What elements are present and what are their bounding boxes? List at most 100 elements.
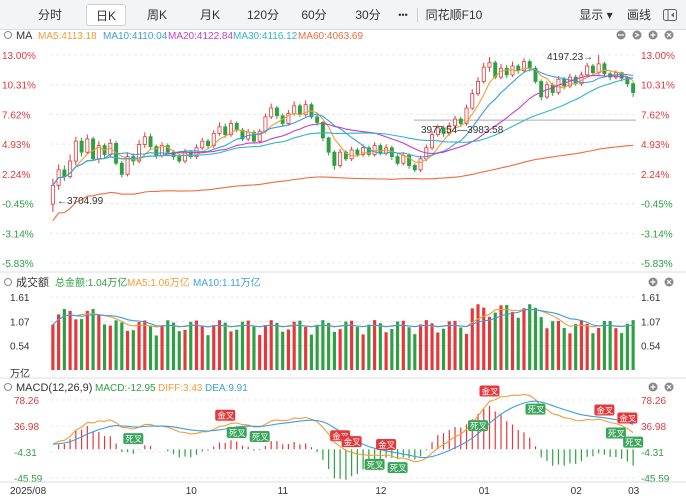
- signal-tag-label: 死叉: [470, 421, 488, 431]
- signal-tag-label: 死叉: [625, 438, 643, 448]
- volume-bar: [85, 310, 89, 370]
- ma10-line: [52, 69, 634, 186]
- candle: [407, 155, 412, 166]
- panel-settings-icon[interactable]: [616, 30, 626, 40]
- candle: [315, 116, 320, 123]
- xtick-label: 02: [571, 486, 583, 497]
- volume-bar: [269, 320, 273, 370]
- ma60-line: [52, 144, 634, 222]
- period-tab-30min[interactable]: 30分: [355, 8, 381, 22]
- period-tab-weekly[interactable]: 周K: [146, 8, 167, 22]
- ytick-label-left: -0.45%: [2, 200, 34, 211]
- candle: [85, 138, 90, 153]
- panel-settings-icon[interactable]: [648, 277, 658, 287]
- volume-bar: [160, 325, 164, 370]
- candle: [303, 104, 308, 116]
- signal-tag: [364, 458, 385, 470]
- candle: [73, 140, 78, 162]
- volume-bar: [545, 328, 549, 370]
- volume-bar: [441, 328, 446, 370]
- signal-tag-label: 金叉: [332, 431, 350, 441]
- volume-bar: [344, 321, 348, 370]
- candle: [441, 127, 446, 134]
- volume-bar: [551, 321, 555, 370]
- f10-button[interactable]: 同花顺F10: [425, 8, 483, 22]
- volume-bar: [493, 312, 497, 370]
- candle: [269, 107, 274, 118]
- volume-bar: [114, 320, 118, 370]
- panel-options-icon[interactable]: [648, 30, 658, 40]
- volume-bar: [68, 310, 72, 370]
- volume-bar: [246, 320, 250, 370]
- volume-bar: [574, 323, 578, 370]
- candle: [343, 151, 348, 160]
- volume-bar: [505, 305, 509, 370]
- volume-ma10-line: [52, 308, 634, 328]
- more-periods-button[interactable]: •••: [398, 10, 408, 20]
- signal-tag-label: 金叉: [217, 411, 235, 421]
- candle: [355, 149, 360, 155]
- period-tab-120min[interactable]: 120分: [246, 8, 280, 22]
- volume-bar: [212, 325, 216, 370]
- period-tab-daily[interactable]: 日K: [86, 4, 126, 26]
- volume-bar: [229, 331, 233, 370]
- candle: [527, 61, 532, 69]
- panel-settings-icon[interactable]: [648, 382, 658, 392]
- candle: [516, 65, 521, 71]
- ytick-label-left: -4.31: [14, 448, 37, 459]
- volume-bar: [154, 335, 158, 370]
- panel-close-icon[interactable]: [664, 30, 674, 40]
- ytick-label-right: 1.61: [641, 293, 661, 304]
- candle: [188, 151, 193, 158]
- volume-bar: [413, 334, 417, 370]
- draw-line-button[interactable]: 画线: [626, 8, 651, 22]
- ytick-label-right: -45.59: [641, 474, 670, 485]
- candle: [286, 113, 291, 124]
- period-toolbar: 分时 日K 周K 月K 120分 60分 30分 ••• 同花顺F10 显示 ▾…: [0, 0, 686, 30]
- panel-settings-icon[interactable]: [632, 30, 642, 40]
- volume-bar: [395, 321, 400, 370]
- volume-bar: [286, 329, 291, 370]
- volume-bar: [378, 323, 382, 370]
- volume-panel-title: 成交额: [16, 275, 49, 289]
- period-tab-60min[interactable]: 60分: [301, 8, 327, 22]
- candle: [361, 147, 366, 155]
- volume-bar: [608, 321, 612, 370]
- volume-bar: [487, 316, 492, 370]
- volume-bar: [223, 322, 227, 370]
- panel-close-icon[interactable]: [664, 382, 674, 392]
- candle: [148, 136, 153, 148]
- signal-tag: [387, 462, 408, 474]
- ytick-label-right: 36.98: [641, 422, 666, 433]
- candle: [217, 126, 222, 134]
- volume-bar: [148, 326, 153, 370]
- candle: [418, 158, 423, 171]
- volume-bar: [424, 320, 428, 370]
- volume-bar: [355, 327, 359, 370]
- ma30-legend: MA30:4116.12: [233, 31, 298, 42]
- period-tab-monthly[interactable]: 月K: [199, 8, 220, 22]
- candle: [223, 126, 228, 135]
- xtick-label: 10: [186, 486, 198, 497]
- panel-close-icon[interactable]: [664, 277, 674, 287]
- signal-tag: [623, 436, 644, 448]
- volume-bar: [499, 305, 503, 370]
- period-tab-timeshare[interactable]: 分时: [37, 8, 62, 22]
- ytick-label-right: 0.54: [641, 342, 661, 353]
- price-yaxis: 13.00% 13.00% 10.31% 10.31% 7.62% 7.62% 4.93% 4…: [2, 51, 675, 270]
- volume-bar: [533, 307, 538, 370]
- signal-tag: [617, 412, 638, 424]
- volume-bar: [516, 317, 520, 370]
- collapse-icon[interactable]: [662, 7, 678, 23]
- ytick-label-left: 4.93%: [2, 140, 30, 151]
- volume-bar: [562, 327, 566, 370]
- volume-bar: [252, 326, 256, 370]
- volume-bar: [602, 321, 606, 370]
- volume-bar: [183, 329, 187, 370]
- price-annotations: 4197.23→ 3977.54—3983.58 ←3704.99: [57, 52, 593, 207]
- candle: [412, 165, 417, 171]
- candle: [539, 81, 544, 98]
- display-menu-button[interactable]: 显示 ▾: [574, 4, 618, 26]
- macd-dea-legend: DEA:9.91: [205, 383, 248, 394]
- volume-bar: [57, 314, 61, 370]
